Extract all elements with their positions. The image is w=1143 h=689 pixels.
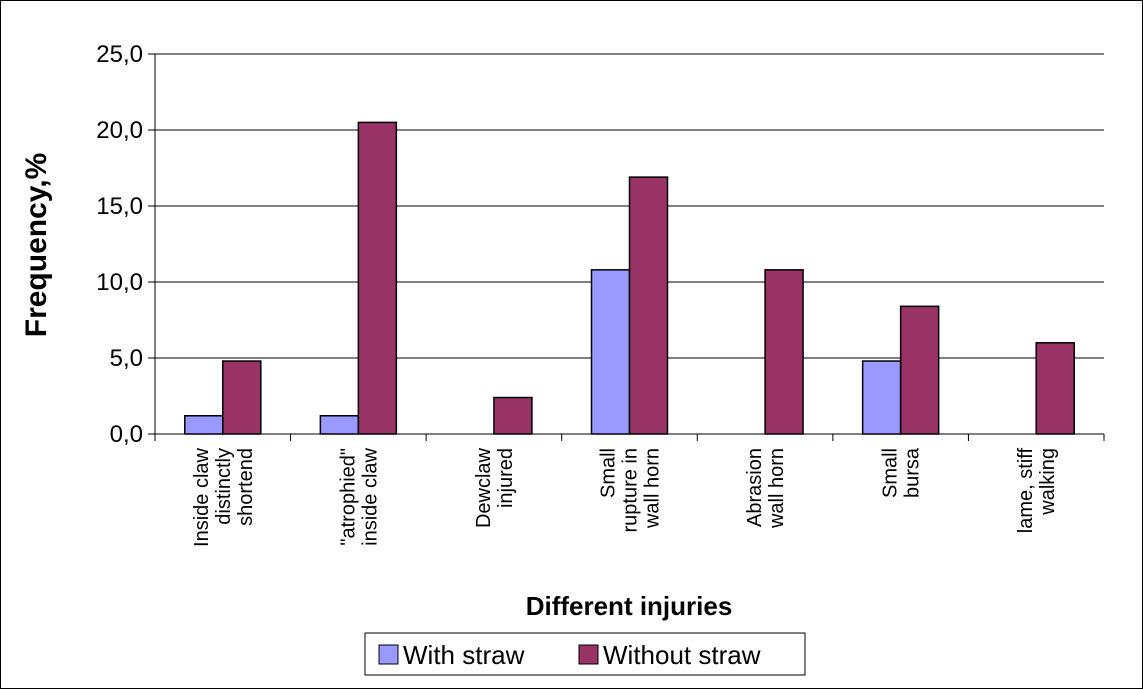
x-category-label-line: Dewclaw [473,447,495,528]
legend: With straw Without straw [364,632,806,676]
bar-without-straw [357,121,398,435]
bar-without-straw [493,396,533,435]
y-tick-label: 0,0 [110,421,143,448]
x-category-label-line: wall horn [642,448,664,529]
bar-without-straw [1035,342,1075,435]
x-category-label: Smallbursa [880,447,924,498]
y-tick-label: 20,0 [96,117,143,144]
axes [148,53,1105,441]
x-category-label-line: rupture in [620,448,642,533]
y-tick-labels: 0,0 5,0 10,0 15,0 20,0 25,0 [96,41,143,448]
legend-label-without-straw: Without straw [603,640,761,670]
x-category-label-line: Inside claw [191,447,213,546]
bar-with-straw [590,269,631,435]
x-category-label: Dewclawinjured [473,447,517,528]
x-category-label-line: shortend [235,448,257,526]
bar-without-straw [899,305,940,435]
x-category-label-line: Abrasion [744,448,766,527]
x-category-label-line: lame, stiff [1015,448,1037,534]
x-category-label-line: injured [495,448,517,508]
bar-without-straw [222,360,262,435]
x-category-label: Abrasionwall horn [744,448,788,529]
x-category-label-line: distinctly [213,448,235,525]
x-category-labels: Inside clawdistinctlyshortend "atrophied"… [191,447,1059,547]
bars [184,121,1075,435]
x-category-label-line: wall horn [766,448,788,529]
x-category-label-line: Small [598,448,620,498]
bar-without-straw [628,176,669,435]
x-category-label: lame, stiffwalking [1015,448,1059,534]
bar-without-straw [764,269,804,435]
legend-swatch-without-straw [578,644,599,665]
y-tick-label: 10,0 [96,269,143,296]
x-category-label-line: walking [1037,448,1059,516]
x-category-label: Inside clawdistinctlyshortend [191,447,257,546]
legend-label-with-straw: With straw [403,640,525,670]
bar-with-straw [861,360,902,435]
x-category-label-line: bursa [902,447,924,498]
y-tick-label: 15,0 [96,193,143,220]
x-category-label-line: "atrophied" [337,448,359,546]
x-category-label: "atrophied"inside claw [337,447,381,545]
legend-swatch-with-straw [378,644,399,665]
x-category-label-line: Small [880,448,902,498]
x-axis-title: Different injuries [526,591,733,621]
x-category-label: Smallrupture inwall horn [598,448,664,533]
y-axis-title: Frequency,% [20,153,53,338]
x-category-label-line: inside claw [359,447,381,545]
bar-with-straw [319,415,360,435]
bar-with-straw [184,415,224,435]
y-tick-label: 5,0 [110,345,143,372]
y-tick-label: 25,0 [96,41,143,68]
